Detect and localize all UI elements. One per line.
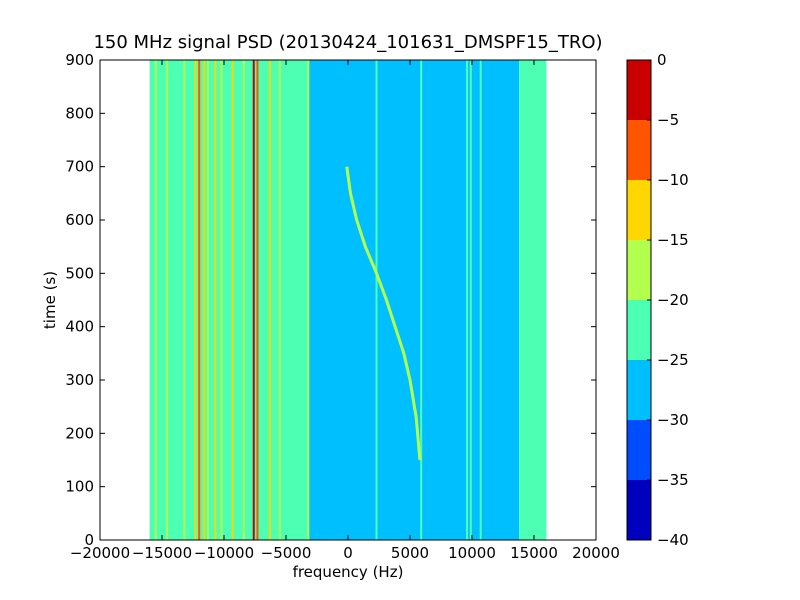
x-tick-label: 5000 xyxy=(391,544,429,562)
colorbar-segment xyxy=(627,60,651,120)
colorbar-tick-label: −5 xyxy=(657,111,679,129)
y-tick-label: 300 xyxy=(65,371,94,389)
colorbar-segment xyxy=(627,420,651,480)
x-tick-label: −10000 xyxy=(194,544,254,562)
colorbar-segment xyxy=(627,180,651,240)
colorbar-segment xyxy=(627,120,651,180)
x-tick-label: −15000 xyxy=(132,544,192,562)
y-axis-label: time (s) xyxy=(41,271,59,329)
colorbar-segment xyxy=(627,480,651,540)
doppler-trace-line xyxy=(345,166,422,461)
chart-title: 150 MHz signal PSD (20130424_101631_DMSP… xyxy=(93,32,602,53)
x-axis-label: frequency (Hz) xyxy=(293,563,404,581)
heatmap-lines xyxy=(154,60,527,540)
heatmap-band xyxy=(519,60,547,540)
colorbar-tick-label: −10 xyxy=(657,171,689,189)
colorbar: −40 −35 −30 −25 −20 −15 −10 −5 0 xyxy=(626,51,689,549)
colorbar-tick-label: −25 xyxy=(657,351,689,369)
x-tick-label: 15000 xyxy=(510,544,558,562)
colorbar-tick-label: −15 xyxy=(657,231,689,249)
y-tick-label: 600 xyxy=(65,211,94,229)
y-axis: 0 100 200 300 400 500 600 700 800 900 xyxy=(65,51,596,549)
doppler-trace xyxy=(345,166,422,461)
colorbar-tick-label: −30 xyxy=(657,411,689,429)
y-tick-label: 500 xyxy=(65,264,94,282)
y-tick-label: 700 xyxy=(65,158,94,176)
y-tick-label: 200 xyxy=(65,424,94,442)
heatmap-band xyxy=(308,60,520,540)
x-tick-label: 0 xyxy=(343,544,353,562)
y-tick-label: 800 xyxy=(65,104,94,122)
y-tick-label: 400 xyxy=(65,318,94,336)
x-tick-label: 10000 xyxy=(448,544,496,562)
y-tick-label: 900 xyxy=(65,51,94,69)
colorbar-segment xyxy=(627,240,651,300)
colorbar-tick-label: −35 xyxy=(657,471,689,489)
colorbar-tick-label: 0 xyxy=(657,51,667,69)
x-tick-label: 20000 xyxy=(572,544,620,562)
x-tick-label: −20000 xyxy=(70,544,130,562)
colorbar-segment xyxy=(627,300,651,360)
heatmap-background xyxy=(149,60,547,540)
y-tick-label: 0 xyxy=(84,531,94,549)
colorbar-segment xyxy=(627,360,651,420)
heatmap-band xyxy=(149,60,309,540)
colorbar-tick-label: −40 xyxy=(657,531,689,549)
plot-area xyxy=(99,59,597,541)
x-tick-label: −5000 xyxy=(261,544,312,562)
y-tick-label: 100 xyxy=(65,478,94,496)
x-axis: −20000 −15000 −10000 −5000 0 5000 10000 15000 20… xyxy=(70,60,620,562)
colorbar-tick-label: −20 xyxy=(657,291,689,309)
